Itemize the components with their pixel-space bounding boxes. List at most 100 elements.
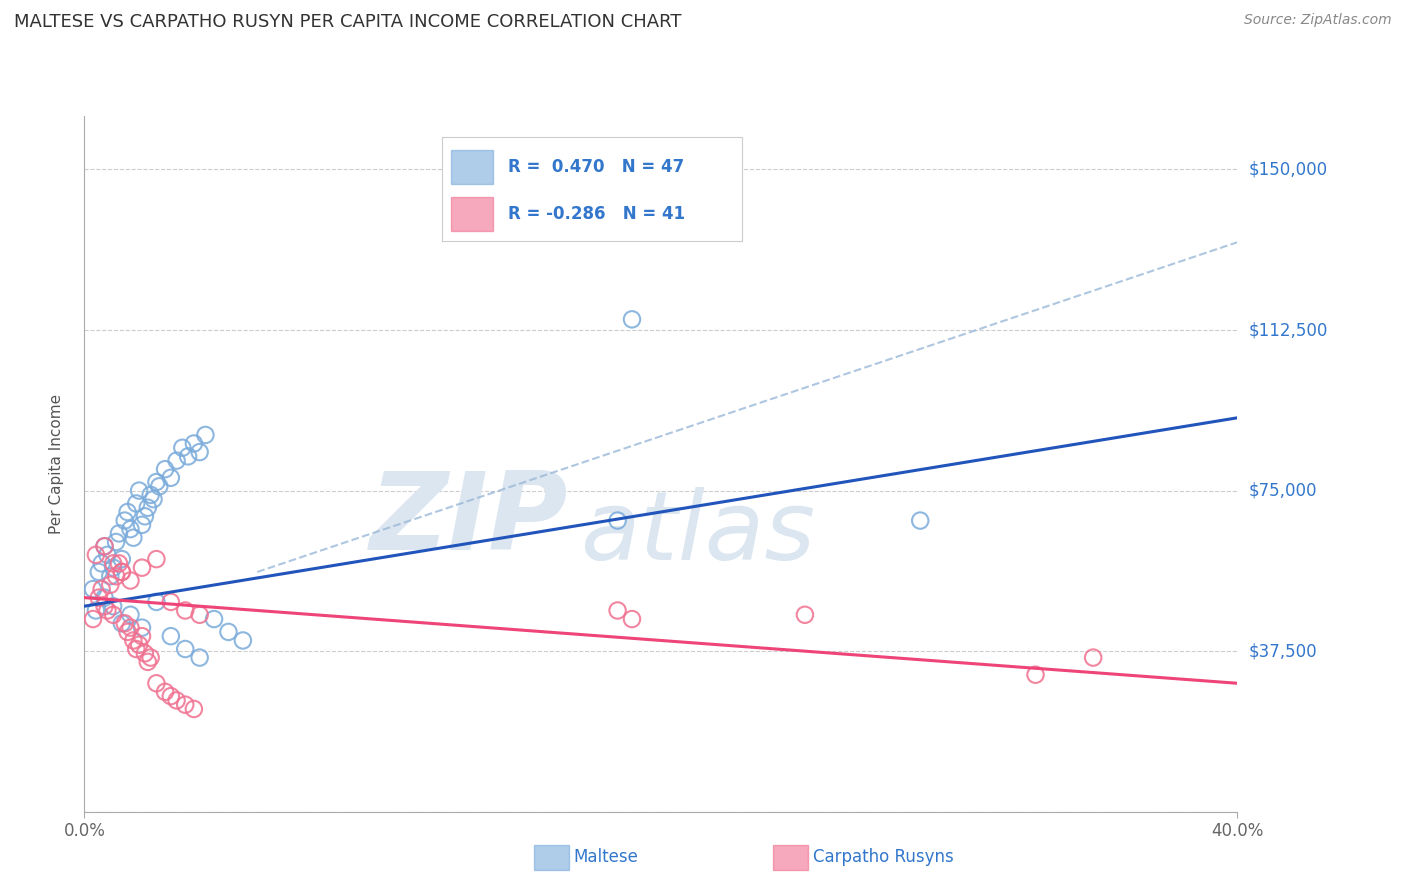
Point: [177, 450, 200, 464]
FancyBboxPatch shape: [451, 151, 492, 184]
Point: [145, 676, 167, 690]
Point: [111, 565, 134, 579]
Point: [131, 517, 153, 532]
Point: [114, 616, 136, 631]
Point: [84, 548, 107, 562]
Point: [98, 569, 121, 583]
Point: [621, 312, 644, 326]
Text: $150,000: $150,000: [1249, 161, 1327, 178]
Point: [145, 552, 167, 566]
Point: [82, 582, 104, 596]
Point: [122, 531, 145, 545]
Point: [172, 441, 194, 455]
Point: [217, 624, 239, 639]
Point: [174, 603, 197, 617]
Point: [120, 621, 142, 635]
Point: [114, 514, 136, 528]
Text: Carpatho Rusyns: Carpatho Rusyns: [813, 848, 953, 866]
Point: [166, 453, 188, 467]
Point: [1081, 650, 1104, 665]
Point: [122, 633, 145, 648]
Point: [103, 607, 124, 622]
Point: [93, 539, 115, 553]
Point: [111, 616, 134, 631]
Point: [131, 621, 153, 635]
Text: atlas: atlas: [581, 487, 815, 580]
Point: [188, 650, 211, 665]
Text: $112,500: $112,500: [1249, 321, 1327, 339]
Point: [105, 569, 128, 583]
Point: [82, 612, 104, 626]
Point: [90, 557, 112, 571]
Point: [621, 612, 644, 626]
Point: [131, 629, 153, 643]
Text: Source: ZipAtlas.com: Source: ZipAtlas.com: [1244, 13, 1392, 28]
Point: [120, 522, 142, 536]
Point: [125, 496, 148, 510]
Point: [188, 445, 211, 459]
Point: [96, 603, 118, 617]
Point: [108, 526, 131, 541]
Point: [105, 535, 128, 549]
Point: [194, 428, 217, 442]
Point: [128, 483, 150, 498]
Point: [111, 565, 134, 579]
Point: [87, 591, 110, 605]
Point: [153, 685, 176, 699]
Point: [117, 505, 139, 519]
Point: [139, 650, 162, 665]
Point: [93, 539, 115, 553]
Point: [111, 552, 134, 566]
Point: [103, 557, 124, 571]
Point: [142, 492, 165, 507]
Point: [93, 591, 115, 605]
Point: [134, 509, 156, 524]
Point: [606, 603, 628, 617]
Point: [174, 698, 197, 712]
Point: [160, 471, 183, 485]
Point: [125, 642, 148, 657]
Point: [108, 557, 131, 571]
Point: [188, 607, 211, 622]
Text: ZIP: ZIP: [370, 467, 568, 573]
Point: [96, 548, 118, 562]
Point: [139, 488, 162, 502]
Point: [145, 595, 167, 609]
Point: [134, 646, 156, 660]
Point: [606, 514, 628, 528]
Point: [131, 560, 153, 574]
Point: [908, 514, 931, 528]
Point: [120, 607, 142, 622]
Text: MALTESE VS CARPATHO RUSYN PER CAPITA INCOME CORRELATION CHART: MALTESE VS CARPATHO RUSYN PER CAPITA INC…: [14, 13, 682, 31]
Point: [793, 607, 815, 622]
Point: [128, 638, 150, 652]
Point: [103, 599, 124, 614]
Point: [98, 578, 121, 592]
FancyBboxPatch shape: [451, 197, 492, 231]
Point: [232, 633, 254, 648]
Text: Maltese: Maltese: [574, 848, 638, 866]
Text: R =  0.470   N = 47: R = 0.470 N = 47: [508, 158, 683, 176]
Point: [166, 693, 188, 707]
Point: [183, 702, 205, 716]
Point: [202, 612, 225, 626]
Text: $37,500: $37,500: [1249, 642, 1317, 660]
Text: $75,000: $75,000: [1249, 482, 1317, 500]
Point: [153, 462, 176, 476]
Point: [90, 582, 112, 596]
Point: [174, 642, 197, 657]
Point: [160, 689, 183, 703]
Point: [136, 500, 159, 515]
Point: [93, 599, 115, 614]
Point: [87, 565, 110, 579]
Y-axis label: Per Capita Income: Per Capita Income: [49, 393, 63, 534]
Point: [117, 624, 139, 639]
Point: [160, 595, 183, 609]
Point: [160, 629, 183, 643]
Point: [145, 475, 167, 489]
Point: [103, 560, 124, 574]
Point: [136, 655, 159, 669]
Point: [148, 479, 170, 493]
Point: [120, 574, 142, 588]
Point: [84, 603, 107, 617]
